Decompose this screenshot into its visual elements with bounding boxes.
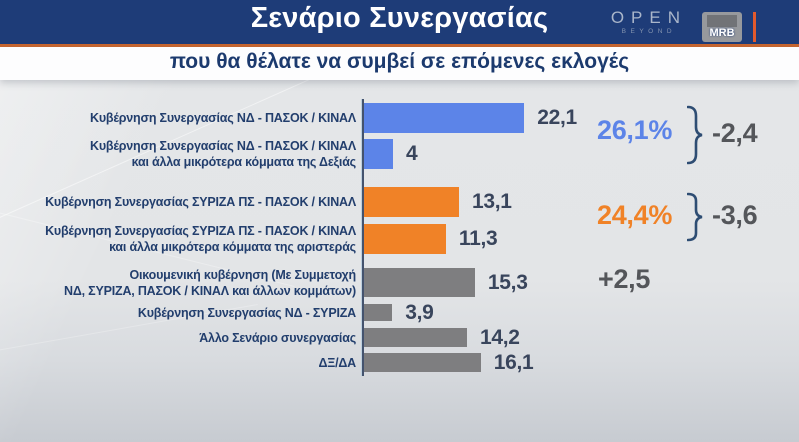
value-label: 13,1 (471, 190, 512, 213)
value-label: 4 (406, 142, 418, 165)
category-label: Κυβέρνηση Συνεργασίας ΝΔ - ΣΥΡΙΖΑ (137, 305, 356, 320)
bar (364, 353, 481, 372)
chart-row: Κυβέρνηση Συνεργασίας ΝΔ - ΠΑΣΟΚ / ΚΙΝΑΛ… (0, 103, 799, 133)
orange-rule (0, 44, 799, 47)
bar (364, 139, 393, 169)
axis-line (361, 99, 364, 376)
bar (364, 103, 525, 133)
chart-question: που θα θέλατε να συμβεί σε επόμενες εκλο… (169, 50, 630, 73)
open-logo-text: OPEN (610, 8, 687, 27)
mrb-logo-mark (707, 15, 737, 27)
subtitle-band: που θα θέλατε να συμβεί σε επόμενες εκλο… (0, 47, 799, 80)
bar (364, 304, 393, 321)
divider-line (753, 12, 756, 42)
category-label: Κυβέρνηση Συνεργασίας ΝΔ - ΠΑΣΟΚ / ΚΙΝΑΛ (90, 111, 356, 125)
brace-icon (687, 192, 703, 242)
mrb-logo-text: MRB (709, 27, 735, 39)
category-label: Άλλο Σενάριο συνεργασίας (199, 330, 356, 345)
category-label: ΔΞ/ΔΑ (318, 355, 356, 370)
chart-row: Κυβέρνηση Συνεργασίας ΝΔ - ΠΑΣΟΚ / ΚΙΝΑΛ… (0, 139, 799, 169)
chart-row: Κυβέρνηση Συνεργασίας ΝΔ - ΣΥΡΙΖΑ 3,9 (0, 301, 799, 324)
category-label: Κυβέρνηση Συνεργασίας ΣΥΡΙΖΑ ΠΣ - ΠΑΣΟΚ … (45, 195, 356, 209)
chart-row: Κυβέρνηση Συνεργασίας ΣΥΡΙΖΑ ΠΣ - ΠΑΣΟΚ … (0, 187, 799, 217)
header-bar: Σενάριο Συνεργασίας OPEN BEYOND MRB (0, 0, 799, 44)
chart-row: Κυβέρνηση Συνεργασίας ΣΥΡΙΖΑ ΠΣ - ΠΑΣΟΚ … (0, 224, 799, 254)
mrb-logo: MRB (702, 12, 742, 42)
chart-row: ΔΞ/ΔΑ 16,1 (0, 350, 799, 374)
group-delta-ecumenical: +2,5 (598, 264, 651, 294)
chart-row: Οικουμενική κυβέρνηση (Με Συμμετοχή ΝΔ, Σ… (0, 267, 799, 298)
group-delta-nd: -2,4 (712, 118, 758, 148)
bar (364, 224, 446, 254)
value-label: 3,9 (405, 300, 434, 324)
brace-icon (687, 105, 703, 165)
category-label: Κυβέρνηση Συνεργασίας ΣΥΡΙΖΑ ΠΣ - ΠΑΣΟΚ … (45, 224, 356, 254)
group-delta-syriza: -3,6 (712, 200, 758, 230)
group-total-nd: 26,1% (597, 115, 673, 145)
group-total-syriza: 24,4% (597, 200, 673, 230)
bar (364, 187, 459, 217)
value-label: 22,1 (537, 106, 577, 129)
value-label: 14,2 (479, 325, 520, 349)
open-beyond-logo: OPEN BEYOND (611, 9, 687, 36)
value-label: 16,1 (493, 350, 534, 374)
chart-row: Άλλο Σενάριο συνεργασίας 14,2 (0, 325, 799, 349)
open-logo-subtext: BEYOND (621, 28, 677, 35)
page-title: Σενάριο Συνεργασίας (250, 2, 549, 34)
category-label: Κυβέρνηση Συνεργασίας ΝΔ - ΠΑΣΟΚ / ΚΙΝΑΛ… (90, 139, 356, 169)
value-label: 15,3 (487, 270, 528, 294)
bar (364, 328, 467, 347)
value-label: 11,3 (458, 227, 498, 250)
category-label: Οικουμενική κυβέρνηση (Με Συμμετοχή ΝΔ, Σ… (64, 267, 356, 298)
bar (364, 268, 475, 297)
